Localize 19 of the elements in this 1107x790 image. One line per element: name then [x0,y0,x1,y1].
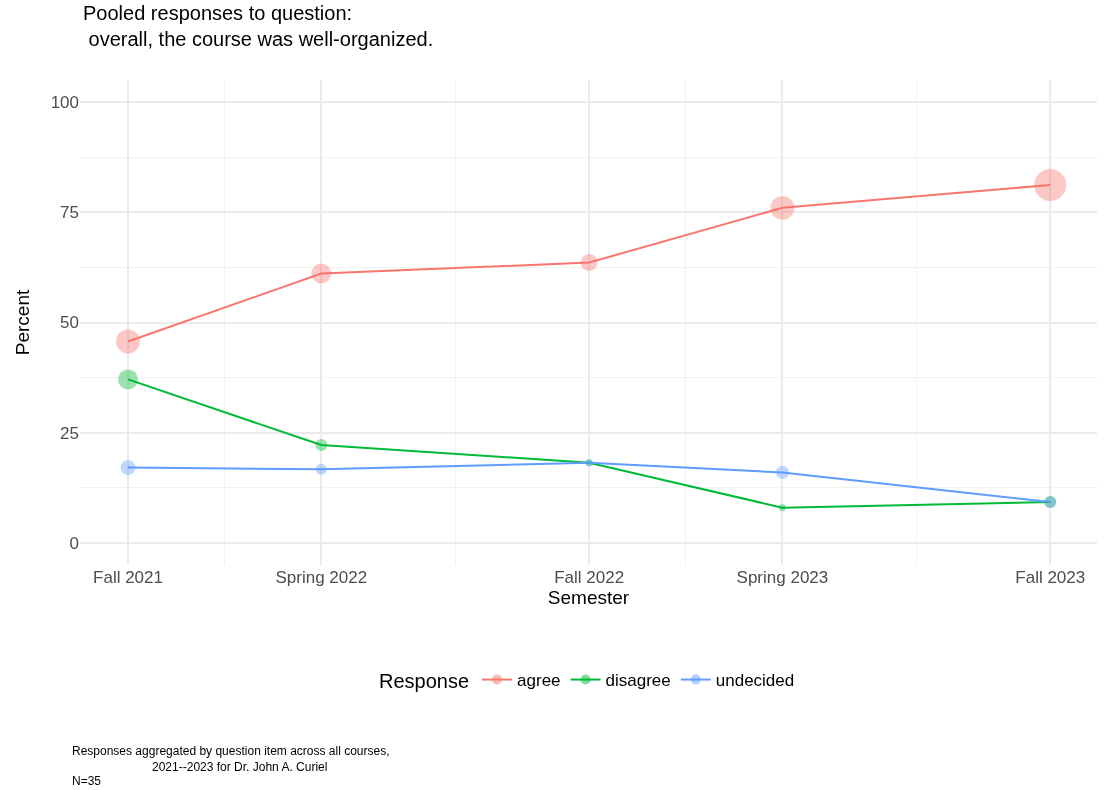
text: Responses aggregated by question item across all courses, 2021--2023 for Dr. John A. Curiel [72,744,390,774]
legend-label: undecided [715,671,795,691]
x-tick-label: Fall 2023 [1015,568,1086,587]
y-tick-label: 100 [50,93,79,112]
legend-label: disagree [605,671,671,691]
x-axis-title: Semester [547,587,630,608]
y-tick-label: 25 [60,423,79,443]
x-tick-label: Fall 2022 [554,568,625,587]
x-tick-label: Spring 2023 [736,568,829,587]
x-tick-label: Spring 2022 [275,568,368,587]
chart-title: Pooled responses to question: overall, the course was well-organized. [83,1,434,50]
y-tick-label: 50 [60,313,79,333]
legend-title: Response [379,670,470,692]
x-tick-label: Fall 2021 [93,568,163,587]
legend-label: agree [517,671,561,691]
text: N=35 [72,774,102,788]
y-tick-label: 75 [60,203,79,223]
y-axis-title: Percent [12,289,34,356]
y-tick-label: 0 [69,533,79,553]
